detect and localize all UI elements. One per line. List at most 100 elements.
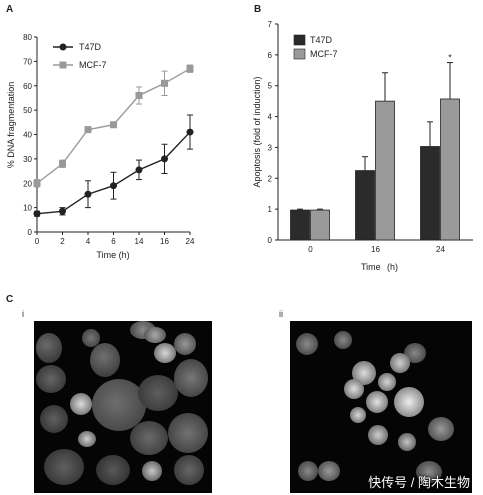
nucleus: [378, 373, 396, 391]
x-axis-label: Time (h): [96, 250, 129, 260]
y-tick-label: 70: [23, 57, 32, 66]
x-tick-label: 16: [160, 237, 169, 246]
nucleus: [428, 417, 454, 441]
x-tick-label: 2: [60, 237, 65, 246]
y-tick-label: 20: [23, 179, 32, 188]
nucleus: [298, 461, 318, 481]
nucleus: [144, 327, 166, 343]
nucleus: [154, 343, 176, 363]
nucleus: [334, 331, 352, 349]
data-point: [33, 179, 41, 187]
significance-marker: *: [448, 53, 452, 63]
legend-label: MCF-7: [79, 60, 107, 70]
x-tick-label: 24: [436, 245, 445, 254]
legend-swatch: [293, 34, 306, 46]
x-tick-label: 6: [111, 237, 116, 246]
bar-t47d: [355, 170, 375, 241]
nucleus: [390, 353, 410, 373]
y-tick-label: 4: [268, 113, 273, 122]
bar-mcf-7: [375, 100, 395, 241]
data-point: [110, 121, 117, 129]
data-point: [84, 190, 92, 198]
nucleus: [174, 333, 196, 355]
y-tick-label: 0: [268, 236, 273, 245]
nucleus: [36, 365, 66, 393]
data-point: [186, 65, 194, 73]
nucleus: [40, 405, 68, 433]
x-axis-label: Time: [361, 262, 381, 272]
nucleus: [92, 379, 146, 431]
data-point: [59, 160, 66, 168]
panel-label-a: A: [6, 4, 14, 15]
nucleus: [138, 375, 178, 411]
y-axis-label: % DNA fragmentation: [6, 82, 16, 169]
nucleus: [344, 379, 364, 399]
data-point: [110, 182, 117, 190]
data-point: [84, 126, 92, 134]
nucleus: [368, 425, 388, 445]
nucleus: [44, 449, 84, 485]
x-tick-label: 16: [371, 245, 380, 254]
x-axis-unit: (h): [387, 262, 398, 272]
bar-chart-apoptosis: Apoptosis (fold of induction) Time (h) 0…: [252, 20, 473, 272]
legend-swatch: [293, 48, 306, 60]
nucleus: [130, 421, 168, 455]
data-point: [161, 155, 168, 163]
nucleus: [90, 343, 120, 377]
nucleus: [366, 391, 388, 413]
data-point: [186, 128, 194, 136]
legend-marker: [59, 61, 67, 69]
subpanel-label-i: i: [22, 309, 24, 319]
y-tick-label: 10: [23, 204, 32, 213]
nucleus: [168, 413, 208, 453]
bar-mcf-7: [310, 209, 330, 241]
nucleus: [96, 455, 130, 485]
nucleus: [142, 461, 162, 481]
y-tick-label: 7: [268, 20, 273, 29]
nucleus: [296, 333, 318, 355]
y-tick-label: 2: [268, 174, 273, 183]
y-tick-label: 1: [268, 205, 273, 214]
nucleus: [404, 343, 426, 363]
x-tick-label: 4: [86, 237, 91, 246]
nucleus: [82, 329, 100, 347]
y-tick-label: 50: [23, 106, 32, 115]
y-tick-label: 6: [268, 51, 273, 60]
nucleus: [394, 387, 424, 417]
y-tick-label: 30: [23, 155, 32, 164]
y-tick-label: 80: [23, 33, 32, 42]
y-tick-label: 60: [23, 82, 32, 91]
panel-label-b: B: [254, 4, 262, 15]
data-point: [135, 92, 143, 99]
micrograph-i: [34, 321, 212, 493]
data-point: [135, 166, 143, 174]
nucleus: [318, 461, 340, 481]
line-chart-dna-fragmentation: % DNA fragmentation Time (h) 0 10 20 30 40 50…: [6, 33, 195, 260]
x-tick-label: 0: [308, 245, 313, 254]
subpanel-label-ii: ii: [279, 309, 283, 319]
legend-marker: [59, 43, 67, 51]
y-tick-label: 40: [23, 131, 32, 140]
x-tick-label: 24: [186, 237, 195, 246]
nucleus: [70, 393, 92, 415]
legend-label: T47D: [79, 42, 102, 52]
watermark-text: 快传号 / 陶木生物: [368, 475, 470, 490]
nucleus: [398, 433, 416, 451]
nucleus: [350, 407, 366, 423]
panel-label-c: C: [6, 294, 14, 305]
nucleus: [174, 455, 204, 485]
nucleus: [36, 333, 62, 363]
bar-mcf-7: [440, 98, 460, 241]
y-tick-label: 5: [268, 82, 273, 91]
y-tick-label: 3: [268, 143, 273, 152]
y-axis-label: Apoptosis (fold of induction): [252, 76, 262, 187]
legend-label: T47D: [310, 35, 333, 45]
legend-label: MCF-7: [310, 49, 338, 59]
bar-t47d: [290, 209, 310, 241]
x-tick-label: 0: [35, 237, 40, 246]
data-point: [33, 210, 41, 218]
data-point: [59, 207, 66, 215]
x-tick-label: 14: [135, 237, 144, 246]
bar-t47d: [420, 146, 440, 241]
micrograph-ii: 快传号 / 陶木生物: [290, 321, 472, 493]
